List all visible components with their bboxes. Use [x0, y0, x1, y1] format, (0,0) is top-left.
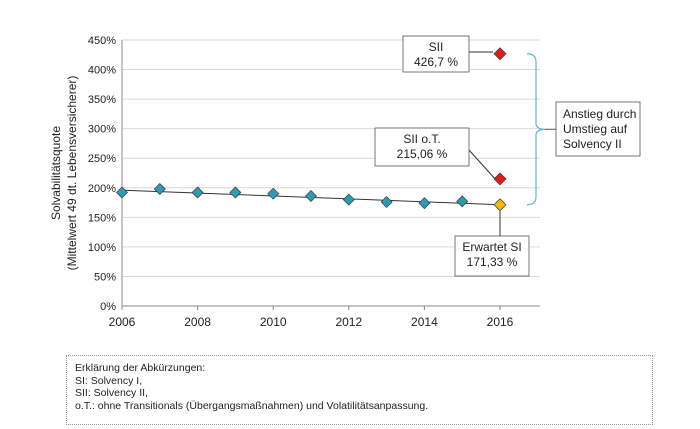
y-tick-label: 0%	[100, 301, 116, 313]
callout-box	[374, 127, 470, 167]
y-axis-label: Solvabilitätsquote	[49, 126, 63, 220]
callout-label: SII	[429, 40, 444, 54]
data-point	[305, 190, 317, 203]
y-tick-label: 350%	[88, 94, 116, 106]
note-line: SI: Solvency I,	[75, 374, 143, 387]
x-tick-label: 2014	[411, 315, 438, 329]
y-tick-label: 100%	[88, 242, 116, 254]
highlight-point	[493, 198, 507, 212]
y-axis-label: (Mittelwert 49 dt. Lebensversicherer)	[65, 76, 79, 271]
note-line: Erklärung der Abkürzungen:	[75, 362, 206, 374]
data-point	[267, 187, 280, 200]
highlight-point	[493, 47, 507, 61]
note-line: SII: Solvency II,	[75, 387, 148, 399]
data-point	[342, 193, 355, 206]
data-point	[456, 195, 469, 208]
x-tick-label: 2012	[335, 315, 362, 329]
data-point	[418, 197, 431, 210]
bracket-label-box	[555, 101, 641, 157]
data-point	[153, 182, 166, 195]
bracket-label: Anstieg durch	[563, 107, 636, 121]
callout-value: 215,06 %	[397, 147, 448, 161]
callout-box	[402, 35, 470, 73]
note-line: o.T.: ohne Transitionals (Übergangsmaßna…	[75, 399, 429, 412]
y-tick-label: 400%	[88, 65, 116, 77]
y-tick-label: 50%	[94, 271, 116, 283]
y-tick-label: 200%	[88, 183, 116, 195]
y-tick-label: 300%	[88, 124, 116, 136]
callout-leader	[468, 149, 496, 180]
data-point	[191, 186, 204, 199]
data-point	[116, 186, 128, 199]
x-tick-label: 2008	[184, 315, 211, 329]
callout-label: Erwartet SI	[462, 240, 521, 254]
abbreviation-note: Erklärung der Abkürzungen: SI: Solvency …	[66, 355, 653, 425]
y-tick-label: 150%	[88, 212, 116, 224]
data-point	[380, 195, 393, 208]
highlight-point	[493, 172, 507, 186]
callout-box	[454, 235, 530, 277]
x-tick-label: 2010	[260, 315, 287, 329]
x-tick-label: 2016	[487, 315, 514, 329]
data-point	[229, 186, 242, 199]
y-tick-label: 450%	[88, 35, 116, 47]
bracket-label: Umstieg auf	[563, 122, 628, 136]
x-tick-label: 2006	[109, 315, 136, 329]
callout-value: 171,33 %	[467, 255, 518, 269]
bracket-label: Solvency II	[563, 137, 622, 151]
bracket	[526, 53, 546, 206]
y-tick-label: 250%	[88, 153, 116, 165]
callout-label: SII o.T.	[403, 132, 440, 146]
callout-value: 426,7 %	[414, 55, 458, 69]
